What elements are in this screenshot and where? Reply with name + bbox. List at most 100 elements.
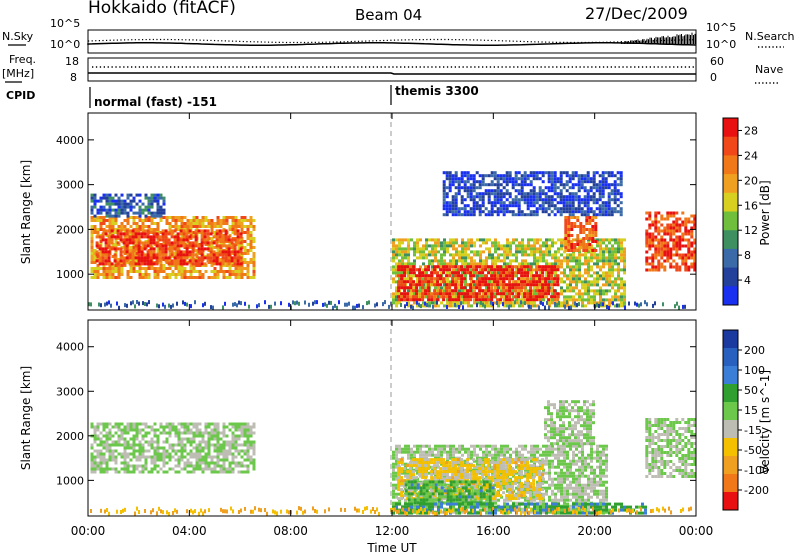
heatmap-cell: [201, 440, 205, 444]
heatmap-cell: [563, 298, 566, 302]
heatmap-cell: [520, 283, 524, 287]
heatmap-cell: [502, 280, 506, 284]
heatmap-cell: [219, 225, 223, 228]
heatmap-cell: [413, 262, 416, 266]
heatmap-cell: [433, 295, 437, 299]
heatmap-cell: [614, 268, 617, 272]
heatmap-cell: [506, 250, 509, 254]
heatmap-cell: [517, 207, 521, 211]
heatmap-cell: [177, 434, 181, 438]
heatmap-cell: [553, 213, 557, 217]
heatmap-cell: [553, 292, 557, 296]
heatmap-cell: [228, 443, 232, 447]
heatmap-cell: [207, 225, 211, 228]
heatmap-cell: [155, 232, 159, 236]
heatmap-cell: [428, 244, 431, 248]
heatmap-cell: [224, 229, 228, 233]
heatmap-cell: [547, 207, 551, 211]
heatmap-cell: [110, 229, 114, 233]
heatmap-cell: [246, 219, 250, 222]
heatmap-cell: [165, 449, 169, 453]
heatmap-cell: [179, 259, 183, 263]
heatmap-cell: [496, 210, 500, 214]
heatmap-cell: [553, 207, 557, 211]
heatmap-cell: [120, 211, 124, 215]
heatmap-cell: [515, 298, 518, 302]
heatmap-cell: [222, 446, 226, 450]
heatmap-cell: [99, 216, 103, 219]
heatmap-cell: [192, 231, 196, 234]
heatmap-cell: [425, 295, 428, 299]
heatmap-cell: [216, 449, 220, 453]
heatmap-cell: [123, 264, 127, 267]
heatmap-cell: [439, 283, 443, 287]
heatmap-cell: [581, 262, 584, 266]
heatmap-cell: [219, 467, 223, 471]
heatmap-cell: [165, 452, 169, 456]
heatmap-cell: [449, 238, 452, 242]
heatmap-cell: [464, 262, 467, 266]
heatmap-cell: [207, 440, 211, 444]
heatmap-cell: [496, 189, 500, 193]
heatmap-cell: [666, 223, 670, 227]
heatmap-cell: [422, 277, 425, 281]
heatmap-cell: [565, 189, 569, 193]
heatmap-cell: [502, 201, 506, 205]
heatmap-cell: [530, 250, 533, 254]
heatmap-cell: [593, 256, 596, 260]
heatmap-cell: [99, 225, 103, 228]
heatmap-cell: [252, 446, 256, 450]
heatmap-cell: [521, 298, 524, 302]
heatmap-cell: [623, 292, 626, 296]
heatmap-cell: [243, 261, 247, 264]
heatmap-cell: [538, 195, 542, 199]
heatmap-cell: [611, 247, 614, 251]
heatmap-cell: [443, 304, 446, 308]
heatmap-cell: [559, 171, 563, 175]
heatmap-cell: [469, 192, 473, 196]
heatmap-cell: [502, 204, 506, 208]
heatmap-cell: [506, 244, 509, 248]
heatmap-cell: [114, 422, 118, 426]
heatmap-cell: [578, 277, 581, 281]
heatmap-cell: [221, 250, 225, 254]
heatmap-cell: [499, 292, 503, 296]
heatmap-cell: [162, 455, 166, 459]
heatmap-cell: [102, 228, 106, 231]
heatmap-cell: [215, 256, 219, 260]
heatmap-cell: [150, 211, 154, 215]
heatmap-cell: [517, 213, 521, 217]
heatmap-cell: [102, 443, 106, 447]
heatmap-cell: [493, 198, 497, 202]
heatmap-cell: [567, 222, 571, 225]
heatmap-cell: [518, 304, 521, 308]
heatmap-cell: [144, 205, 148, 209]
heatmap-cell: [585, 246, 589, 249]
heatmap-cell: [162, 446, 166, 450]
nave-tick-high: 60: [710, 55, 724, 68]
heatmap-cell: [213, 222, 217, 225]
heatmap-cell: [107, 244, 111, 248]
heatmap-cell: [614, 289, 617, 293]
heatmap-cell: [520, 210, 524, 214]
heatmap-cell: [434, 238, 437, 242]
heatmap-cell: [461, 289, 464, 293]
heatmap-cell: [478, 180, 482, 184]
heatmap-cell: [533, 262, 536, 266]
heatmap-cell: [298, 301, 300, 306]
heatmap-cell: [523, 180, 527, 184]
heatmap-cell: [192, 276, 196, 279]
heatmap-cell: [185, 238, 189, 242]
heatmap-cell: [496, 201, 500, 205]
heatmap-cell: [458, 289, 461, 293]
heatmap-cell: [111, 255, 115, 258]
heatmap-cell: [675, 268, 679, 272]
heatmap-cell: [135, 252, 139, 255]
heatmap-cell: [424, 268, 428, 272]
heatmap-cell: [105, 267, 109, 270]
heatmap-cell: [557, 247, 560, 251]
heatmap-cell: [526, 204, 530, 208]
heatmap-cell: [228, 464, 232, 468]
heatmap-cell: [616, 210, 620, 214]
heatmap-cell: [485, 238, 488, 242]
